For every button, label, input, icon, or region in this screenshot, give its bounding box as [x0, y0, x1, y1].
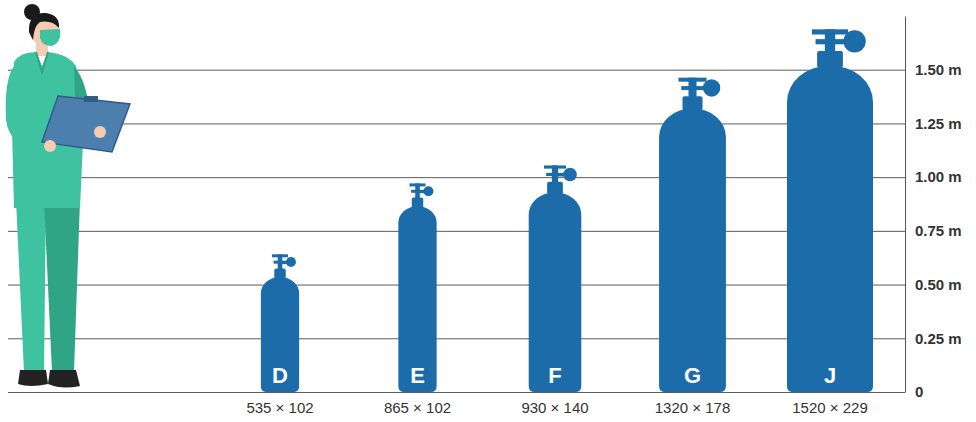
y-axis: 0 0.25 m 0.50 m 0.75 m 1.00 m 1.25 m 1.50 m	[8, 17, 962, 401]
cylinder-body	[398, 206, 436, 392]
nurse-illustration	[6, 4, 130, 388]
nurse-mask	[40, 29, 60, 46]
cylinder	[398, 183, 436, 392]
nurse-hand	[44, 140, 56, 152]
tick: 0	[8, 383, 923, 400]
nurse-shoe	[48, 370, 80, 388]
cylinder-body	[659, 108, 726, 392]
category-label: F	[548, 363, 561, 388]
tick-label: 0.50 m	[915, 276, 962, 293]
valve-knob	[843, 30, 865, 52]
nurse-bun	[24, 4, 40, 20]
tick-label: 0.75 m	[915, 222, 962, 239]
chart-container: 0 0.25 m 0.50 m 0.75 m 1.00 m 1.25 m 1.50 m D E F…	[0, 0, 976, 422]
cylinder	[659, 78, 726, 392]
tick-label: 1.50 m	[915, 61, 962, 78]
valve-knob	[703, 79, 720, 96]
cylinder	[787, 29, 873, 392]
category-label: E	[410, 363, 425, 388]
valve-handle	[544, 165, 566, 168]
tick-label: 0.25 m	[915, 330, 962, 347]
tick-label: 1.25 m	[915, 115, 962, 132]
dimension-label: 930 × 140	[521, 399, 588, 416]
nurse-leg	[16, 200, 46, 372]
nurse-collar	[36, 52, 48, 72]
valve-handle	[409, 183, 425, 186]
dimension-label: 535 × 102	[246, 399, 313, 416]
dimension-label: 1320 × 178	[655, 399, 731, 416]
cylinder-neck	[547, 182, 563, 194]
grid-line	[8, 285, 905, 286]
grid-line	[8, 123, 905, 124]
axis-line	[905, 17, 906, 393]
grid-line	[8, 338, 905, 339]
clipboard-clip	[84, 96, 98, 102]
category-label: D	[272, 363, 288, 388]
valve-knob	[286, 257, 296, 267]
grid-line	[8, 70, 905, 71]
clipboard	[42, 96, 130, 152]
cylinder-neck	[817, 51, 843, 67]
grid-line	[8, 392, 905, 393]
cylinder-body	[261, 277, 299, 392]
grid-line	[8, 177, 905, 178]
valve-handle	[272, 254, 288, 257]
cylinder-neck	[412, 198, 423, 209]
tick-label: 1.00 m	[915, 168, 962, 185]
valve-knob	[423, 186, 433, 196]
valve-handle	[678, 78, 706, 82]
nurse-leg	[44, 200, 80, 372]
cylinder-body	[787, 65, 873, 392]
cylinder-neck	[274, 268, 285, 279]
cylinder	[261, 254, 299, 392]
dimension-label: 1520 × 229	[792, 399, 868, 416]
dimension-label: 865 × 102	[384, 399, 451, 416]
tick-label: 0	[915, 383, 923, 400]
labels: D E F G J 535 × 102 865 × 102 930 × 140 1320 × 1…	[246, 363, 867, 416]
nurse-hand	[94, 126, 106, 138]
category-label: G	[684, 363, 701, 388]
valve-knob	[563, 168, 577, 182]
valve-handle	[812, 29, 848, 34]
chart-svg: 0 0.25 m 0.50 m 0.75 m 1.00 m 1.25 m 1.50 m D E F…	[0, 0, 976, 422]
marks	[261, 29, 873, 392]
cylinder	[529, 165, 582, 392]
cylinder-neck	[682, 96, 702, 110]
nurse-shoe	[18, 370, 48, 386]
cylinder-body	[529, 192, 582, 392]
grid-line	[8, 231, 905, 232]
category-label: J	[824, 363, 836, 388]
